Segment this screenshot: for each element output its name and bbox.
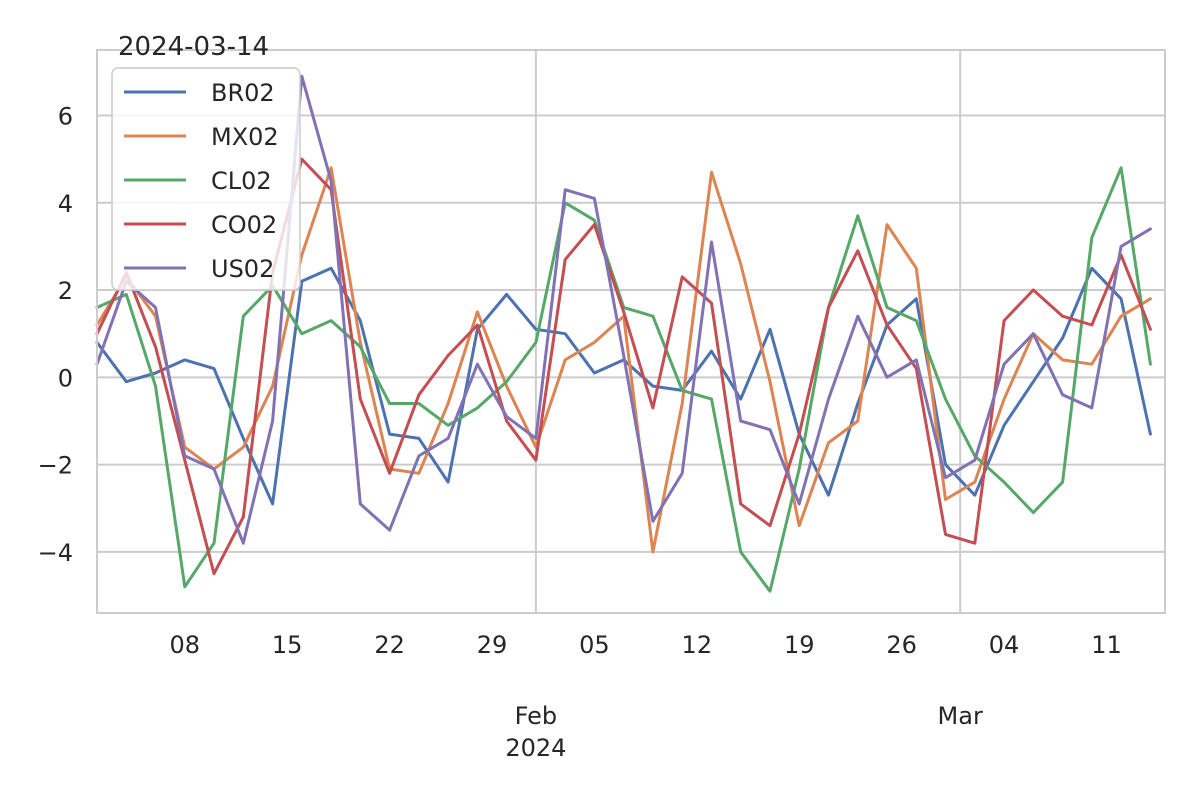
legend-label: CL02: [211, 167, 272, 195]
legend-box: [111, 67, 301, 291]
legend-label: BR02: [211, 79, 275, 107]
x-minor-tick-label: 29: [477, 631, 508, 659]
y-tick-label: 2: [58, 277, 73, 305]
legend-label: US02: [211, 255, 274, 283]
legend-label: MX02: [211, 123, 279, 151]
x-minor-tick-label: 26: [886, 631, 917, 659]
x-minor-tick-label: 05: [579, 631, 610, 659]
x-minor-tick-label: 19: [784, 631, 815, 659]
chart-title: 2024-03-14: [118, 32, 269, 62]
x-major-tick-label: Feb: [515, 702, 558, 730]
x-minor-tick-label: 04: [989, 631, 1020, 659]
y-tick-label: 0: [58, 364, 73, 392]
y-tick-label: −4: [38, 539, 73, 567]
y-tick-label: 4: [58, 190, 73, 218]
y-tick-label: 6: [58, 102, 73, 130]
x-major-tick-label: Mar: [938, 702, 983, 730]
x-minor-tick-label: 11: [1091, 631, 1122, 659]
plot-frame: [96, 49, 1166, 614]
legend: BR02 MX02 CL02 CO02 US02: [111, 67, 301, 291]
series-line-us02: [95, 74, 1152, 545]
legend-label: CO02: [211, 211, 277, 239]
x-major-tick-sublabel: 2024: [505, 734, 566, 762]
x-minor-tick-label: 08: [170, 631, 201, 659]
x-minor-tick-label: 22: [374, 631, 405, 659]
y-tick-label: −2: [38, 452, 73, 480]
y-axis-ticks: 6 4 2 0 −2 −4: [38, 102, 73, 566]
x-axis-ticks: Feb 2024 Mar 08 15 22 29 05 12 19 26 04 11: [170, 631, 1122, 762]
x-minor-tick-label: 12: [682, 631, 713, 659]
x-minor-tick-label: 15: [272, 631, 303, 659]
